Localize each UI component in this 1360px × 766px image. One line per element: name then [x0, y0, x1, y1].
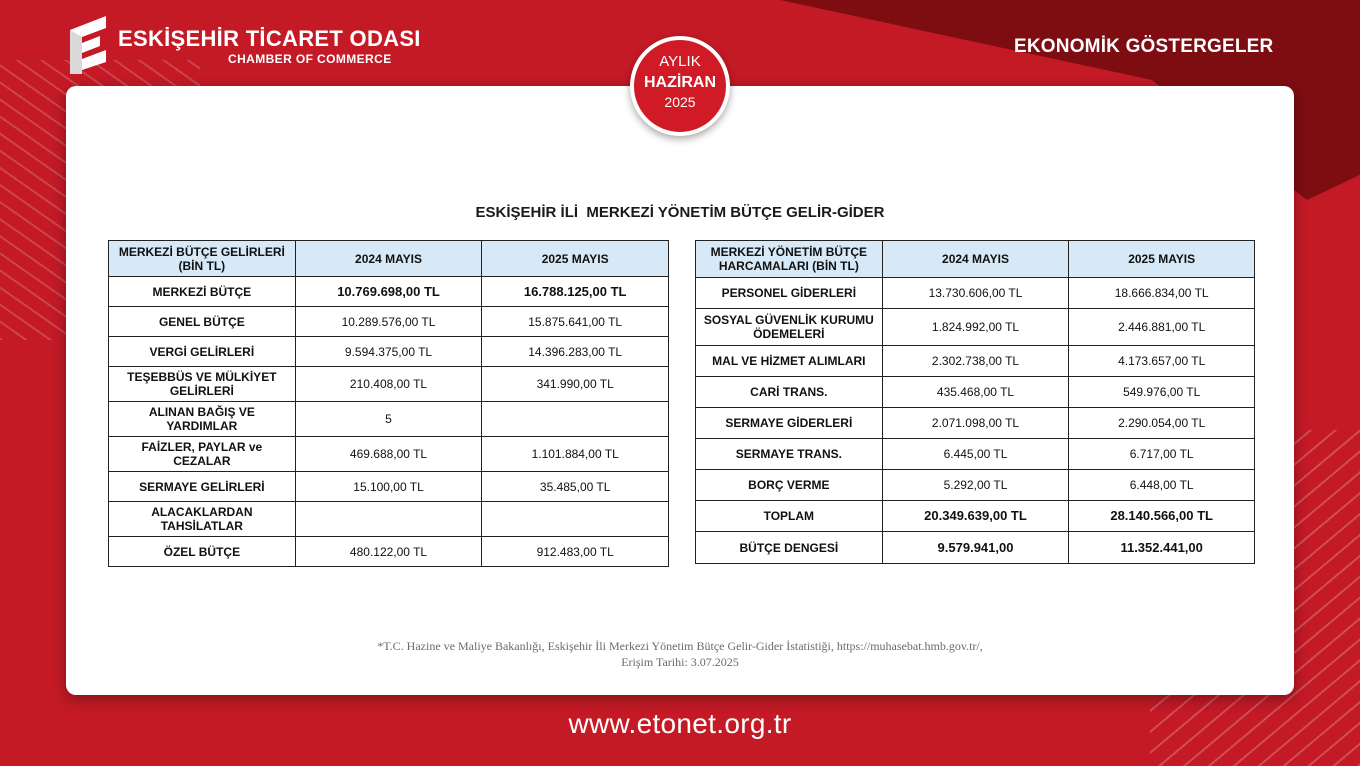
- table-cell: 1.824.992,00 TL: [881, 308, 1070, 346]
- table-row: SERMAYE GELİRLERİ 15.100,00 TL 35.485,00…: [108, 471, 669, 502]
- row-label: CARİ TRANS.: [695, 376, 883, 408]
- footnote-access-date: Erişim Tarihi: 3.07.2025: [621, 655, 739, 669]
- row-label: ALINAN BAĞIŞ VE YARDIMLAR: [108, 401, 296, 437]
- row-label: FAİZLER, PAYLAR ve CEZALAR: [108, 436, 296, 472]
- table-cell: 435.468,00 TL: [881, 376, 1070, 408]
- table-cell: 480.122,00 TL: [294, 536, 483, 567]
- row-label: SOSYAL GÜVENLİK KURUMU ÖDEMELERİ: [695, 308, 883, 346]
- table-cell: 2.290.054,00 TL: [1068, 407, 1255, 439]
- table-header-cell: MERKEZİ BÜTÇE GELİRLERİ (BİN TL): [108, 240, 296, 277]
- table-row: VERGİ GELİRLERİ 9.594.375,00 TL 14.396.2…: [108, 336, 669, 367]
- table-cell: 18.666.834,00 TL: [1068, 277, 1255, 309]
- table-cell: 1.101.884,00 TL: [481, 436, 669, 472]
- table-cell: [294, 501, 483, 537]
- document-title: ESKİŞEHİR İLİ MERKEZİ YÖNETİM BÜTÇE GELİ…: [475, 204, 885, 221]
- table-row: TOPLAM 20.349.639,00 TL 28.140.566,00 TL: [695, 500, 1255, 532]
- table-cell: 15.875.641,00 TL: [481, 306, 669, 337]
- table-cell: 15.100,00 TL: [294, 471, 483, 502]
- row-label: TEŞEBBÜS VE MÜLKİYET GELİRLERİ: [108, 366, 296, 402]
- table-header-cell: 2024 MAYIS: [881, 240, 1070, 278]
- badge-year: 2025: [664, 94, 696, 110]
- table-cell: 210.408,00 TL: [294, 366, 483, 402]
- table-cell: 6.448,00 TL: [1068, 469, 1255, 501]
- table-cell: 11.352.441,00: [1068, 531, 1255, 564]
- table-row: BORÇ VERME 5.292,00 TL 6.448,00 TL: [695, 469, 1255, 501]
- table-cell: 35.485,00 TL: [481, 471, 669, 502]
- table-row: GENEL BÜTÇE 10.289.576,00 TL 15.875.641,…: [108, 306, 669, 337]
- row-label: GENEL BÜTÇE: [108, 306, 296, 337]
- table-row: ALINAN BAĞIŞ VE YARDIMLAR 5: [108, 401, 669, 437]
- badge-period-type: AYLIK: [659, 53, 701, 70]
- footnote-source-line: *T.C. Hazine ve Maliye Bakanlığı, Eskişe…: [377, 639, 983, 653]
- table-header-row: MERKEZİ BÜTÇE GELİRLERİ (BİN TL) 2024 MA…: [108, 240, 669, 277]
- chamber-logo-icon: [70, 16, 106, 74]
- table-cell: 6.717,00 TL: [1068, 438, 1255, 470]
- table-cell: 14.396.283,00 TL: [481, 336, 669, 367]
- table-cell: 2.302.738,00 TL: [881, 345, 1070, 377]
- row-label: ÖZEL BÜTÇE: [108, 536, 296, 567]
- page-heading: EKONOMİK GÖSTERGELER: [1014, 36, 1274, 57]
- table-row: SERMAYE GİDERLERİ 2.071.098,00 TL 2.290.…: [695, 407, 1255, 439]
- table-cell: 9.594.375,00 TL: [294, 336, 483, 367]
- table-row: SOSYAL GÜVENLİK KURUMU ÖDEMELERİ 1.824.9…: [695, 308, 1255, 346]
- expense-table: MERKEZİ YÖNETİM BÜTÇE HARCAMALARI (BİN T…: [695, 240, 1255, 564]
- table-cell: 549.976,00 TL: [1068, 376, 1255, 408]
- table-row: ALACAKLARDAN TAHSİLATLAR: [108, 501, 669, 537]
- table-header-cell: 2024 MAYIS: [294, 240, 483, 277]
- table-row: FAİZLER, PAYLAR ve CEZALAR 469.688,00 TL…: [108, 436, 669, 472]
- row-label: BÜTÇE DENGESİ: [695, 531, 883, 564]
- table-cell: 20.349.639,00 TL: [881, 500, 1070, 532]
- table-cell: 4.173.657,00 TL: [1068, 345, 1255, 377]
- table-row: ÖZEL BÜTÇE 480.122,00 TL 912.483,00 TL: [108, 536, 669, 567]
- table-cell: 2.071.098,00 TL: [881, 407, 1070, 439]
- table-cell: 9.579.941,00: [881, 531, 1070, 564]
- row-label: PERSONEL GİDERLERİ: [695, 277, 883, 309]
- table-header-cell: 2025 MAYIS: [1068, 240, 1255, 278]
- row-label: SERMAYE TRANS.: [695, 438, 883, 470]
- income-table: MERKEZİ BÜTÇE GELİRLERİ (BİN TL) 2024 MA…: [108, 240, 669, 567]
- table-row: MAL VE HİZMET ALIMLARI 2.302.738,00 TL 4…: [695, 345, 1255, 377]
- row-label: SERMAYE GELİRLERİ: [108, 471, 296, 502]
- table-row: SERMAYE TRANS. 6.445,00 TL 6.717,00 TL: [695, 438, 1255, 470]
- row-label: MERKEZİ BÜTÇE: [108, 276, 296, 307]
- table-cell: 16.788.125,00 TL: [481, 276, 669, 307]
- table-cell: 6.445,00 TL: [881, 438, 1070, 470]
- table-cell: 469.688,00 TL: [294, 436, 483, 472]
- table-cell: 2.446.881,00 TL: [1068, 308, 1255, 346]
- table-row: BÜTÇE DENGESİ 9.579.941,00 11.352.441,00: [695, 531, 1255, 564]
- table-row: PERSONEL GİDERLERİ 13.730.606,00 TL 18.6…: [695, 277, 1255, 309]
- website-url: www.etonet.org.tr: [568, 708, 792, 739]
- table-header-cell: 2025 MAYIS: [481, 240, 669, 277]
- table-cell: 10.769.698,00 TL: [294, 276, 483, 307]
- row-label: SERMAYE GİDERLERİ: [695, 407, 883, 439]
- table-header-cell: MERKEZİ YÖNETİM BÜTÇE HARCAMALARI (BİN T…: [695, 240, 883, 278]
- table-header-row: MERKEZİ YÖNETİM BÜTÇE HARCAMALARI (BİN T…: [695, 240, 1255, 278]
- organization-name: ESKİŞEHİR TİCARET ODASI: [118, 26, 421, 51]
- period-badge: AYLIK HAZİRAN 2025: [630, 36, 730, 136]
- table-cell: 341.990,00 TL: [481, 366, 669, 402]
- table-cell: [481, 501, 669, 537]
- table-cell: 5.292,00 TL: [881, 469, 1070, 501]
- table-row: MERKEZİ BÜTÇE 10.769.698,00 TL 16.788.12…: [108, 276, 669, 307]
- row-label: BORÇ VERME: [695, 469, 883, 501]
- table-cell: 28.140.566,00 TL: [1068, 500, 1255, 532]
- table-cell: 5: [294, 401, 483, 437]
- row-label: TOPLAM: [695, 500, 883, 532]
- badge-month: HAZİRAN: [644, 74, 716, 91]
- source-footnote: *T.C. Hazine ve Maliye Bakanlığı, Eskişe…: [0, 638, 1360, 670]
- row-label: ALACAKLARDAN TAHSİLATLAR: [108, 501, 296, 537]
- row-label: MAL VE HİZMET ALIMLARI: [695, 345, 883, 377]
- table-cell: 13.730.606,00 TL: [881, 277, 1070, 309]
- table-cell: 912.483,00 TL: [481, 536, 669, 567]
- table-cell: [481, 401, 669, 437]
- table-row: CARİ TRANS. 435.468,00 TL 549.976,00 TL: [695, 376, 1255, 408]
- row-label: VERGİ GELİRLERİ: [108, 336, 296, 367]
- table-cell: 10.289.576,00 TL: [294, 306, 483, 337]
- table-row: TEŞEBBÜS VE MÜLKİYET GELİRLERİ 210.408,0…: [108, 366, 669, 402]
- organization-subtitle: CHAMBER OF COMMERCE: [228, 52, 392, 66]
